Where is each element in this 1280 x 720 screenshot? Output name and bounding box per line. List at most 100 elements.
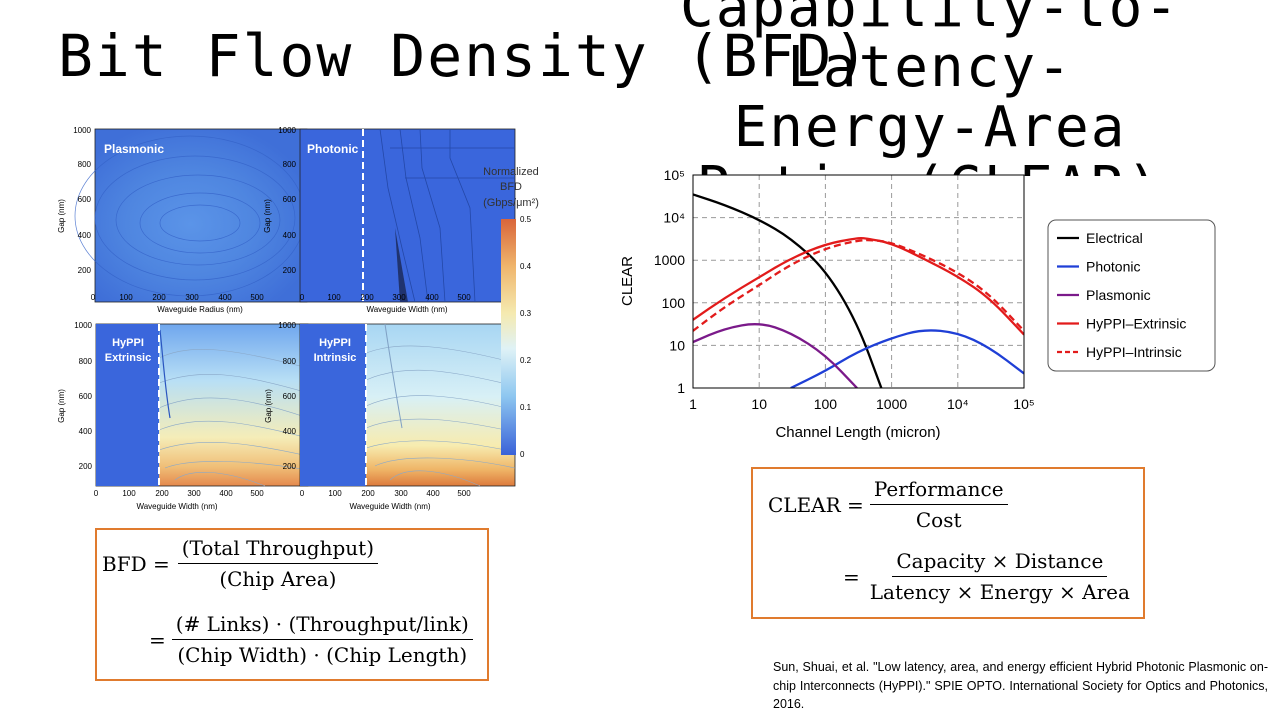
contour-lines <box>365 345 516 487</box>
contour-lines <box>158 348 309 487</box>
panel-label-line: Intrinsic <box>314 352 357 364</box>
x-tick: 500 <box>250 489 264 498</box>
clear-equation-box: CLEAR = Performance Cost = Capacity × Di… <box>751 467 1145 619</box>
panel-label-line: Extrinsic <box>105 352 151 364</box>
equation-lhs: BFD = <box>102 551 170 576</box>
y-tick: 400 <box>79 427 93 436</box>
legend-label: Photonic <box>1086 259 1140 275</box>
cutoff-region <box>300 324 366 486</box>
right-section-title: Capability-to- Latency- Energy-Area Rati… <box>640 0 1220 176</box>
equals-sign: = <box>843 564 860 589</box>
y-tick: 200 <box>283 462 297 471</box>
plot-area <box>692 174 1025 389</box>
fraction-denominator: (Chip Area) <box>219 567 337 591</box>
fraction-denominator: Latency × Energy × Area <box>869 580 1130 604</box>
legend-label: HyPPI–Intrinsic <box>1086 344 1182 360</box>
right-title-line: Ratio (CLEAR) <box>640 158 1220 177</box>
y-tick: 600 <box>78 195 92 204</box>
y-axis-label: CLEAR <box>619 256 636 306</box>
x-tick: 300 <box>394 489 408 498</box>
y-tick: 400 <box>283 427 297 436</box>
fraction-numerator: Capacity × Distance <box>892 549 1108 577</box>
y-tick: 800 <box>78 160 92 169</box>
colorbar-tick: 0.2 <box>520 356 532 365</box>
page-title: Bit Flow Density (BFD) <box>58 22 871 90</box>
x-tick: 100 <box>327 293 341 302</box>
x-tick-label: 10⁵ <box>1013 396 1034 412</box>
series-line-plasmonic <box>693 323 858 388</box>
x-tick: 0 <box>300 489 305 498</box>
series-line-photonic <box>790 329 1024 388</box>
legend-label: Electrical <box>1086 230 1143 246</box>
x-tick: 200 <box>155 489 169 498</box>
x-tick-label: 10 <box>751 396 767 412</box>
y-tick: 200 <box>283 266 297 275</box>
x-tick-label: 1 <box>689 396 697 412</box>
colorbar-title-line: BFD <box>500 181 522 193</box>
panel-plasmonic: Plasmonic 1000 800 600 400 200 0 100 200… <box>57 126 308 314</box>
y-tick-label: 1000 <box>654 252 685 268</box>
x-tick: 500 <box>250 293 264 302</box>
y-tick: 400 <box>78 231 92 240</box>
y-tick: 1000 <box>278 126 296 135</box>
right-title-line: Energy-Area <box>733 95 1127 160</box>
y-tick: 800 <box>79 357 93 366</box>
fraction-numerator: (Total Throughput) <box>177 536 378 564</box>
fraction-numerator: (# Links) · (Throughput/link) <box>171 612 473 640</box>
x-tick: 300 <box>185 293 199 302</box>
right-title-line: Latency- <box>787 35 1073 100</box>
fraction-denominator: Cost <box>915 508 962 532</box>
fraction-numerator: Performance <box>869 477 1008 505</box>
panel-label: Plasmonic <box>104 142 164 156</box>
x-tick: 100 <box>328 489 342 498</box>
cutoff-region <box>96 324 159 486</box>
colorbar-tick: 0.4 <box>520 262 532 271</box>
panel-label-line: HyPPI <box>319 337 351 349</box>
y-tick: 800 <box>283 357 297 366</box>
colorbar-tick: 0.5 <box>520 215 532 224</box>
series-lines <box>693 193 1024 388</box>
y-tick: 200 <box>78 266 92 275</box>
y-tick-label: 1 <box>677 380 685 396</box>
colorbar-gradient <box>501 219 516 455</box>
x-tick: 400 <box>425 293 439 302</box>
dark-contour-region <box>395 228 408 302</box>
x-axis-label: Waveguide Width (nm) <box>366 305 447 314</box>
right-title-line: Capability-to- <box>679 0 1180 40</box>
clear-line-chart: 1 10 100 1000 10⁴ 10⁵ 1 10 100 1000 10⁴ 10⁵ Channe… <box>619 167 1216 441</box>
x-tick: 100 <box>122 489 136 498</box>
colorbar-tick: 0.1 <box>520 403 532 412</box>
x-tick-label: 100 <box>814 396 838 412</box>
colorbar-title-line: (Gbps/μm²) <box>483 197 539 209</box>
x-tick: 0 <box>91 293 96 302</box>
y-tick: 600 <box>283 392 297 401</box>
equals-sign: = <box>149 627 166 652</box>
panel-label-line: HyPPI <box>112 337 144 349</box>
y-tick-label: 10⁴ <box>663 210 685 226</box>
bfd-equation-box: BFD = (Total Throughput) (Chip Area) = (… <box>95 528 489 681</box>
series-line-hyppi-intrinsic <box>693 238 1024 332</box>
x-tick: 200 <box>152 293 166 302</box>
y-axis-label: Gap (nm) <box>57 199 66 233</box>
x-axis-label: Channel Length (micron) <box>775 424 940 441</box>
citation-text: Sun, Shuai, et al. "Low latency, area, a… <box>773 660 1268 711</box>
y-tick: 600 <box>283 195 297 204</box>
x-tick: 200 <box>360 293 374 302</box>
colorbar-title-line: Normalized <box>483 166 539 178</box>
ridge-line <box>159 329 171 419</box>
x-tick-labels: 1 10 100 1000 10⁴ 10⁵ <box>689 396 1035 412</box>
y-tick-label: 10 <box>669 337 685 353</box>
y-tick: 1000 <box>73 126 91 135</box>
x-tick: 100 <box>119 293 133 302</box>
x-tick: 400 <box>218 293 232 302</box>
x-axis-label: Waveguide Width (nm) <box>349 502 430 511</box>
y-axis-label: Gap (nm) <box>263 199 272 233</box>
series-line-electrical <box>693 193 883 388</box>
contour-lines <box>379 128 515 303</box>
x-axis-label: Waveguide Radius (nm) <box>157 305 243 314</box>
y-tick: 600 <box>79 392 93 401</box>
y-tick: 800 <box>283 160 297 169</box>
x-tick-label: 10⁴ <box>947 396 969 412</box>
legend-label: Plasmonic <box>1086 287 1151 303</box>
panel-hyppi-intrinsic: HyPPI Intrinsic 1000 800 600 400 200 0 1… <box>264 321 516 511</box>
